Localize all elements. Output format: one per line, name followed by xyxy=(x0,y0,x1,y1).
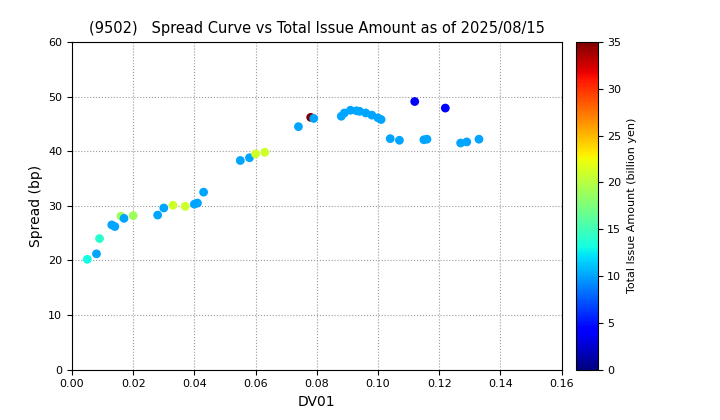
Point xyxy=(152,212,163,218)
Point xyxy=(461,139,472,145)
Point xyxy=(345,107,356,113)
Point xyxy=(235,157,246,164)
Y-axis label: Total Issue Amount (billion yen): Total Issue Amount (billion yen) xyxy=(627,118,637,294)
Point xyxy=(189,201,200,207)
X-axis label: DV01: DV01 xyxy=(298,395,336,409)
Point xyxy=(81,256,93,262)
Point xyxy=(198,189,210,196)
Point xyxy=(372,115,384,121)
Point xyxy=(192,200,203,206)
Text: (9502)   Spread Curve vs Total Issue Amount as of 2025/08/15: (9502) Spread Curve vs Total Issue Amoun… xyxy=(89,21,545,36)
Point xyxy=(366,112,377,118)
Point xyxy=(409,98,420,105)
Point xyxy=(336,113,347,120)
Point xyxy=(94,235,105,242)
Point xyxy=(109,223,121,230)
Y-axis label: Spread (bp): Spread (bp) xyxy=(29,165,42,247)
Point xyxy=(394,137,405,144)
Point xyxy=(360,110,372,116)
Point xyxy=(439,105,451,111)
Point xyxy=(115,213,127,220)
Point xyxy=(179,203,191,210)
Point xyxy=(305,114,317,121)
Point xyxy=(292,123,305,130)
Point xyxy=(338,110,350,116)
Point xyxy=(259,149,271,156)
Point xyxy=(91,250,102,257)
Point xyxy=(351,108,362,114)
Point xyxy=(127,212,139,219)
Point xyxy=(455,139,467,146)
Point xyxy=(421,136,433,142)
Point xyxy=(473,136,485,142)
Point xyxy=(167,202,179,209)
Point xyxy=(243,155,256,161)
Point xyxy=(106,222,117,228)
Point xyxy=(384,135,396,142)
Point xyxy=(118,215,130,222)
Point xyxy=(354,108,365,115)
Point xyxy=(250,150,261,157)
Point xyxy=(308,115,320,122)
Point xyxy=(375,116,387,123)
Point xyxy=(158,205,170,211)
Point xyxy=(418,136,430,143)
